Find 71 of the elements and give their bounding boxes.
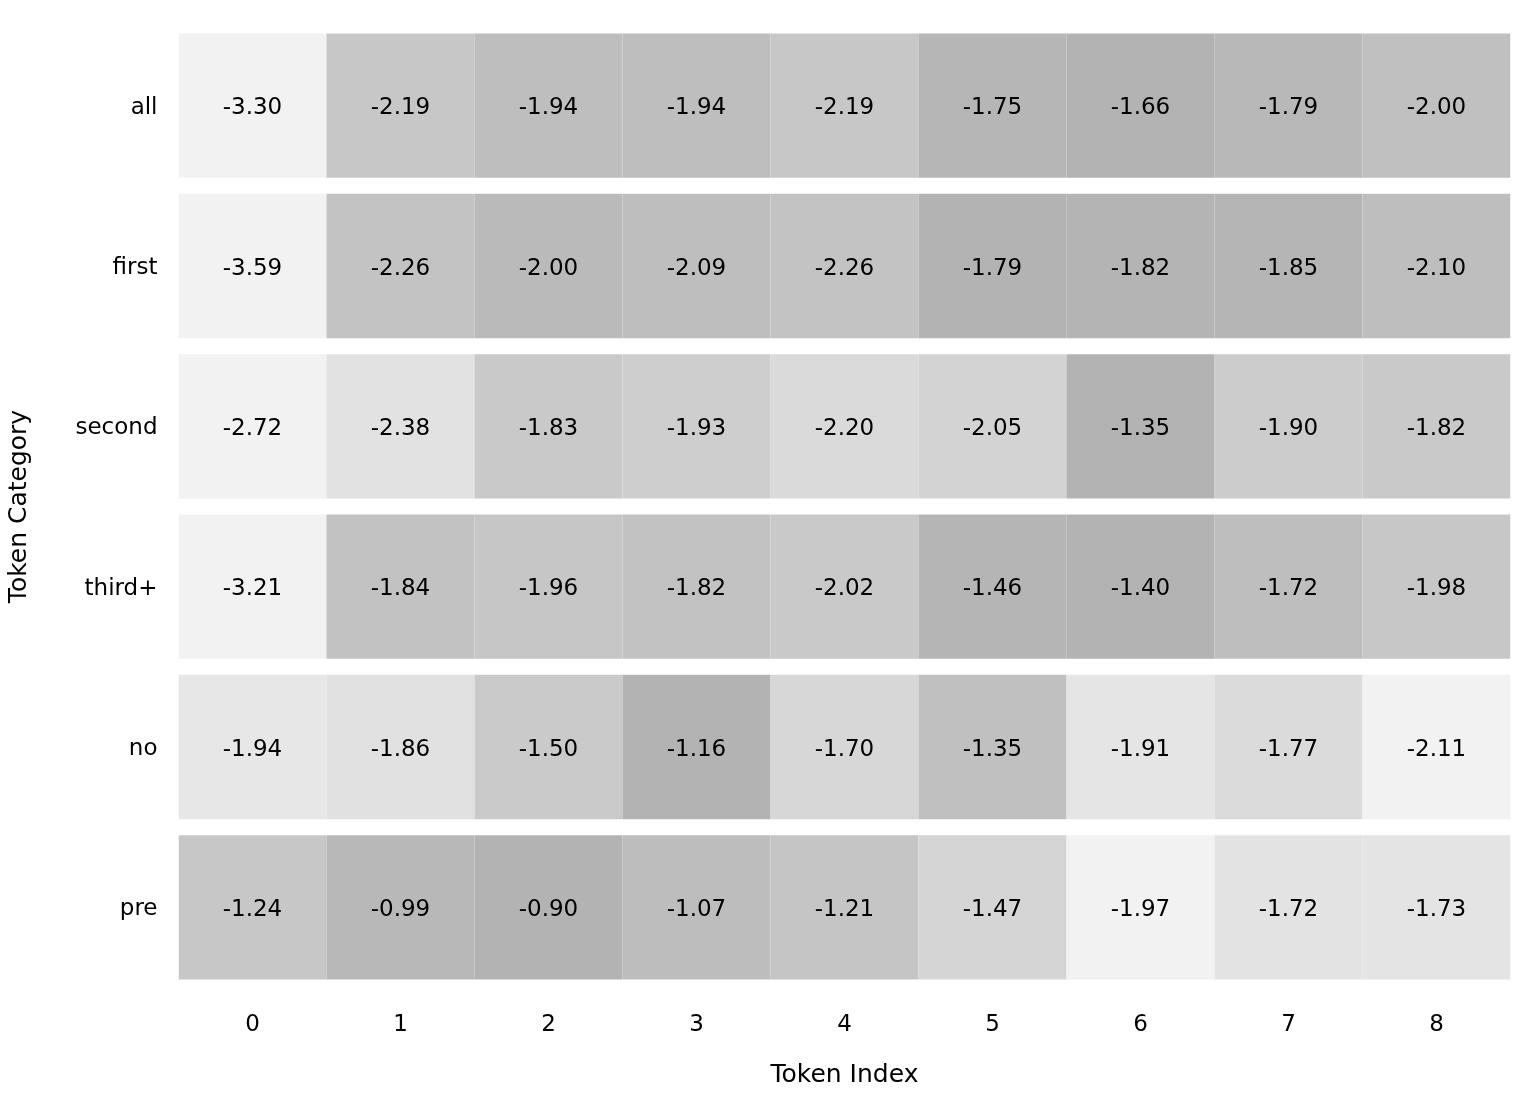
data-label: -1.94 <box>222 734 283 761</box>
data-label: -1.21 <box>814 894 875 921</box>
data-label: -1.72 <box>1258 894 1319 921</box>
x-tick-label: 2 <box>541 1009 556 1036</box>
data-label: -2.38 <box>370 413 431 440</box>
data-label: -1.96 <box>518 574 579 601</box>
data-label: -1.72 <box>1258 574 1319 601</box>
data-label: -1.35 <box>962 734 1023 761</box>
data-label: -2.00 <box>1406 93 1467 120</box>
y-tick-label: first <box>112 253 158 279</box>
data-label: -1.94 <box>666 93 727 120</box>
x-tick-label: 7 <box>1281 1009 1296 1036</box>
y-tick-label: pre <box>119 894 158 921</box>
y-axis-title: Token Category <box>3 409 33 605</box>
x-tick-label: 3 <box>689 1009 704 1036</box>
data-label: -1.77 <box>1258 734 1319 761</box>
data-label: -1.98 <box>1406 574 1467 601</box>
x-tick-label: 4 <box>837 1009 852 1036</box>
data-label: -1.50 <box>518 734 579 761</box>
data-label: -1.97 <box>1110 894 1171 921</box>
data-label: -2.19 <box>814 93 875 120</box>
data-label: -3.30 <box>222 93 283 120</box>
data-label: -2.09 <box>666 253 727 280</box>
data-label: -1.07 <box>666 894 727 921</box>
data-label: -2.10 <box>1406 253 1467 280</box>
data-label: -3.21 <box>222 574 283 601</box>
data-label: -0.90 <box>518 894 579 921</box>
data-label: -1.35 <box>1110 413 1171 440</box>
data-label: -1.82 <box>1406 413 1467 440</box>
data-label: -2.26 <box>370 253 431 280</box>
x-axis-title: Token Index <box>769 1058 919 1088</box>
data-label: -2.72 <box>222 413 283 440</box>
y-tick-label: all <box>130 92 158 119</box>
data-label: -1.90 <box>1258 413 1319 440</box>
x-tick-label: 6 <box>1133 1009 1148 1036</box>
data-label: -2.26 <box>814 253 875 280</box>
y-tick-label: no <box>128 734 158 760</box>
data-label: -1.91 <box>1110 734 1171 761</box>
data-label: -1.79 <box>962 253 1023 280</box>
data-label: -1.82 <box>666 574 727 601</box>
data-label: -1.82 <box>1110 253 1171 280</box>
data-label: -1.84 <box>370 574 431 601</box>
data-label: -1.46 <box>962 574 1023 601</box>
data-label: -2.02 <box>814 574 875 601</box>
data-label: -2.20 <box>814 413 875 440</box>
data-label: -1.75 <box>962 93 1023 120</box>
data-label: -1.16 <box>666 734 727 761</box>
x-tick-label: 5 <box>985 1009 1000 1036</box>
data-label: -1.86 <box>370 734 431 761</box>
data-label: -1.93 <box>666 413 727 440</box>
data-label: -2.11 <box>1406 734 1467 761</box>
data-label: -1.24 <box>222 894 283 921</box>
data-label: -1.47 <box>962 894 1023 921</box>
x-tick-label: 0 <box>245 1009 260 1036</box>
y-tick-label: third+ <box>84 573 158 600</box>
data-label: -1.70 <box>814 734 875 761</box>
data-label: -3.59 <box>222 253 283 280</box>
data-label: -2.05 <box>962 413 1023 440</box>
data-label: -1.40 <box>1110 574 1171 601</box>
data-label: -2.00 <box>518 253 579 280</box>
data-label: -1.83 <box>518 413 579 440</box>
x-tick-label: 8 <box>1429 1009 1444 1036</box>
x-tick-label: 1 <box>393 1009 408 1036</box>
data-label: -1.66 <box>1110 93 1171 120</box>
y-tick-label: second <box>75 413 158 440</box>
data-label: -1.85 <box>1258 253 1319 280</box>
data-label: -1.73 <box>1406 894 1467 921</box>
data-label: -1.79 <box>1258 93 1319 120</box>
data-label: -2.19 <box>370 93 431 120</box>
data-label: -0.99 <box>370 894 431 921</box>
data-label: -1.94 <box>518 93 579 120</box>
